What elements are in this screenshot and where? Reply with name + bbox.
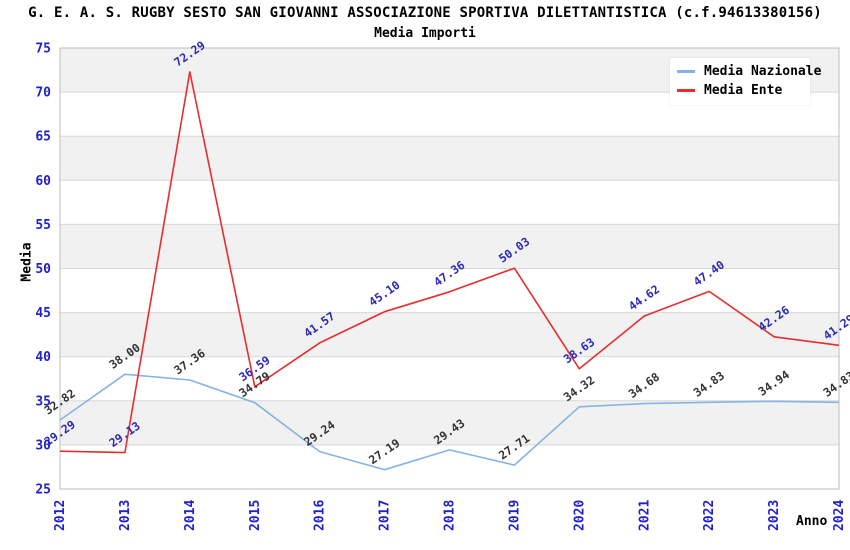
y-tick-label: 30: [35, 438, 51, 453]
x-tick-label: 2018: [443, 500, 458, 531]
y-tick-label: 70: [35, 86, 51, 101]
point-label-nazionale-2020: 34.32: [561, 373, 597, 404]
y-tick-label: 75: [35, 42, 51, 57]
series-line-media-nazionale: [59, 373, 840, 471]
y-tick-label: 65: [35, 130, 51, 145]
x-tick-label: 2012: [53, 500, 68, 531]
y-tick-label: 50: [35, 262, 51, 277]
y-tick-label: 40: [35, 350, 51, 365]
legend: Media Nazionale Media Ente: [670, 58, 821, 105]
point-label-nazionale-2023: 34.94: [756, 367, 792, 398]
plot-band: [60, 224, 839, 269]
point-label-nazionale-2022: 34.83: [691, 368, 727, 399]
x-tick-label: 2013: [118, 500, 133, 531]
x-tick-label: 2024: [832, 500, 847, 531]
point-label-ente-2017: 45.10: [366, 278, 402, 309]
legend-item-media-ente: Media Ente: [670, 81, 810, 100]
y-tick-label: 35: [35, 394, 51, 409]
x-tick-label: 2015: [248, 500, 263, 531]
media-nazionale-line-swatch: [677, 70, 695, 73]
plot-band: [60, 400, 839, 445]
y-tick-label: 60: [35, 174, 51, 189]
x-tick-label: 2023: [767, 500, 782, 531]
y-tick-label: 55: [35, 218, 51, 233]
point-label-ente-2021: 44.62: [626, 282, 662, 313]
x-axis-title: Anno: [796, 514, 828, 529]
media-ente-line-swatch: [677, 89, 695, 92]
point-label-nazionale-2021: 34.68: [626, 370, 662, 401]
plot-band: [60, 312, 839, 357]
chart-title: G. E. A. S. RUGBY SESTO SAN GIOVANNI ASS…: [28, 5, 822, 21]
x-tick-label: 2022: [702, 500, 717, 531]
point-label-nazionale-2024: 34.83: [821, 368, 850, 399]
series-line-media-ente: [59, 71, 840, 454]
legend-label-media-nazionale: Media Nazionale: [704, 64, 822, 79]
legend-item-media-nazionale: Media Nazionale: [670, 62, 821, 81]
x-tick-label: 2019: [507, 500, 522, 531]
x-tick-label: 2016: [313, 500, 328, 531]
x-tick-label: 2021: [637, 500, 652, 531]
x-tick-label: 2014: [183, 500, 198, 531]
y-axis-title: Media: [19, 242, 35, 282]
y-tick-label: 25: [35, 483, 51, 498]
legend-label-media-ente: Media Ente: [704, 83, 783, 98]
y-tick-label: 45: [35, 306, 51, 321]
x-tick-label: 2020: [572, 500, 587, 531]
chart-subtitle: Media Importi: [374, 26, 476, 41]
plot-band: [60, 136, 839, 181]
plot-border: [59, 47, 840, 490]
x-tick-label: 2017: [378, 500, 393, 531]
